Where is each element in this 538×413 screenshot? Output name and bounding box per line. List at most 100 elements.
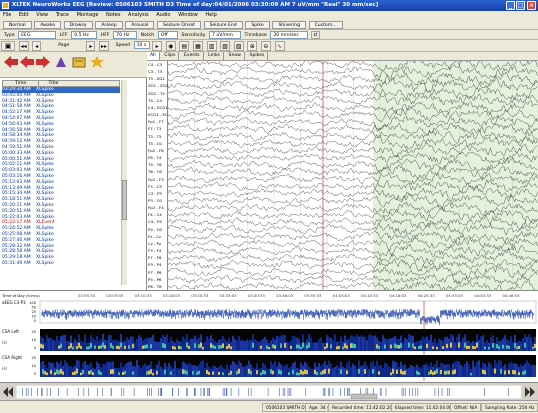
list-item[interactable]: 05:00:51 AM XLSpike (2, 157, 120, 163)
channel-label[interactable]: P7 - P8 (148, 269, 162, 275)
tab-clips[interactable]: Clips (161, 52, 180, 60)
lff-select[interactable]: 0.5 Hz (71, 31, 98, 39)
camera-icon[interactable]: ▤ (179, 41, 190, 51)
zoom-in-icon[interactable]: ⊕ (247, 41, 258, 51)
menu-notes[interactable]: Notes (106, 12, 121, 18)
first-event-icon[interactable] (4, 56, 18, 68)
list-item[interactable]: 05:28:32 AM XLSpike (2, 244, 120, 250)
record-icon[interactable]: ◉ (165, 41, 176, 51)
channel-label[interactable]: C4 - C3 (148, 62, 163, 67)
prev-page-icon[interactable]: ◂◂ (18, 41, 29, 51)
step-back-icon[interactable]: ◂ (32, 41, 42, 51)
list-item[interactable]: 05:28:58 AM XLSpike (2, 249, 120, 255)
next-event-icon[interactable] (36, 56, 50, 68)
grid-icon[interactable]: ▥ (206, 41, 217, 51)
channel-label[interactable]: ECG1 - ECG2 (148, 112, 174, 118)
prev-event-icon[interactable] (20, 56, 34, 68)
list-item[interactable]: 05:20:51 AM XLSpike (2, 209, 120, 215)
channel-label[interactable]: P3 - O1 (148, 197, 163, 203)
eeg-traces[interactable] (168, 61, 538, 290)
channel-label[interactable]: T6 - O2 (148, 169, 163, 175)
tab-spikes[interactable]: Spikes (247, 52, 269, 60)
list-item[interactable]: 04:58:34 AM XLSpike (2, 133, 120, 139)
menu-audio[interactable]: Audio (156, 12, 171, 18)
overview-left-icon[interactable] (2, 386, 14, 398)
channel-label[interactable]: Fp1 - F3 (148, 176, 164, 182)
state-custom[interactable]: Custom... (308, 21, 343, 29)
menu-help[interactable]: Help (205, 12, 217, 18)
notch-select[interactable]: Off (157, 31, 178, 39)
state-normal[interactable]: Normal (3, 21, 32, 29)
list-item[interactable]: 04:54:07 AM XLSpike (2, 116, 120, 122)
apply-icon[interactable]: ⇄ (310, 31, 320, 39)
list-item[interactable]: 05:13:49 AM XLSpike (2, 186, 120, 192)
channel-label[interactable]: Fp2 - F4 (148, 205, 164, 211)
hff-select[interactable]: 70 Hz (113, 31, 138, 39)
list-item[interactable]: 04:59:51 AM XLSpike (2, 145, 120, 151)
channel-label[interactable]: P6 - T8 (148, 283, 162, 289)
channel-label[interactable]: F7 - F8 (148, 255, 162, 261)
channel-label[interactable]: T3 - ZG1 (148, 76, 165, 82)
list-item[interactable]: 05:25:08 AM XLSpike (2, 232, 120, 238)
list-item[interactable]: 04:59:12 AM XLSpike (2, 139, 120, 145)
scroll-thumb[interactable] (122, 180, 127, 220)
zoom-out-icon[interactable]: ⊖ (260, 41, 271, 51)
channel-label[interactable]: P4 - O2 (148, 226, 163, 232)
state-spike[interactable]: Spike (245, 21, 270, 29)
list-item[interactable]: 05:24:52 AM XLSpike (2, 226, 120, 232)
tab-snow[interactable]: Snow (226, 52, 245, 60)
overview-thumb[interactable] (350, 393, 378, 399)
menu-window[interactable]: Window (178, 12, 198, 18)
channel-label[interactable]: T3 - T5 (148, 133, 162, 139)
trend-icon[interactable]: ▧ (220, 41, 231, 51)
menu-edit[interactable]: Edit (18, 12, 29, 18)
menu-analysis[interactable]: Analysis (128, 12, 149, 18)
channel-label[interactable]: Cz - Pz (148, 240, 162, 246)
list-item[interactable]: 05:03:16 AM XLSpike (2, 174, 120, 180)
list-item[interactable]: 05:02:11 AM XLSpike (2, 162, 120, 168)
channel-label[interactable]: P3 - P4 (148, 262, 162, 268)
state-asleep[interactable]: Asleep (95, 21, 123, 29)
play-icon[interactable]: ▸ (152, 41, 163, 51)
tab-all[interactable]: All (147, 52, 160, 60)
list-item[interactable]: 05:12:03 AM XLSpike (2, 180, 120, 186)
montage-icon[interactable]: ▦ (192, 41, 203, 51)
waveform-icon[interactable]: ∿ (274, 41, 285, 51)
channel-label[interactable]: Fp1 - F7 (148, 119, 164, 125)
list-item[interactable]: 05:31:49 AM XLSpike (2, 261, 120, 267)
spectrum-icon[interactable]: ▨ (233, 41, 244, 51)
list-item[interactable]: 05:20:11 AM XLSpike (2, 203, 120, 209)
edit-note-icon[interactable] (72, 56, 86, 68)
menu-montage[interactable]: Montage (76, 12, 99, 18)
speed-select[interactable]: 10 s (133, 41, 150, 49)
channel-label[interactable]: Fp2 - F8 (148, 147, 164, 153)
channel-label[interactable]: C4 - ECG1 (148, 104, 168, 110)
menu-file[interactable]: File (3, 12, 12, 18)
list-item[interactable]: 05:22:17 AM XLEvent (2, 220, 120, 226)
channel-label[interactable]: F3 - C3 (148, 183, 162, 189)
list-item[interactable]: 05:00:33 AM XLSpike (2, 151, 120, 157)
channel-label[interactable]: T4 - T6 (148, 162, 162, 168)
state-awake[interactable]: Awake (34, 21, 62, 29)
next-page-icon[interactable]: ▸▸ (98, 41, 109, 51)
state-seizure-end[interactable]: Seizure End (203, 21, 243, 29)
channel-label[interactable]: F8 - T4 (148, 155, 162, 161)
channel-label[interactable]: C4 - P4 (148, 219, 162, 225)
channel-label[interactable]: F4 - C4 (148, 212, 162, 218)
list-item[interactable]: 04:31:42 AM XLSpike (2, 99, 120, 105)
list-item[interactable]: 03:29:34 AM XLSpike (2, 87, 120, 93)
channel-label[interactable]: C3 - T3 (148, 69, 162, 75)
open-file-icon[interactable]: ▣ (1, 41, 15, 51)
channel-label[interactable]: P5 - P6 (148, 276, 162, 282)
bookmark-icon[interactable] (54, 56, 68, 68)
channel-label[interactable]: T4 - C4 (148, 97, 162, 103)
list-item[interactable]: 05:27:46 AM XLSpike (2, 238, 120, 244)
event-list-scrollbar[interactable] (121, 80, 127, 285)
channel-label[interactable]: T5 - O1 (148, 140, 163, 146)
list-item[interactable]: 05:03:03 AM XLSpike (2, 168, 120, 174)
list-item[interactable]: 03:45:00 AM XLSpike (2, 93, 120, 99)
list-item[interactable]: 04:56:03 AM XLSpike (2, 122, 120, 128)
minimize-button[interactable]: _ (506, 1, 515, 10)
channel-label[interactable]: Fz - Cz (148, 233, 161, 239)
menu-trace[interactable]: Trace (55, 12, 69, 18)
